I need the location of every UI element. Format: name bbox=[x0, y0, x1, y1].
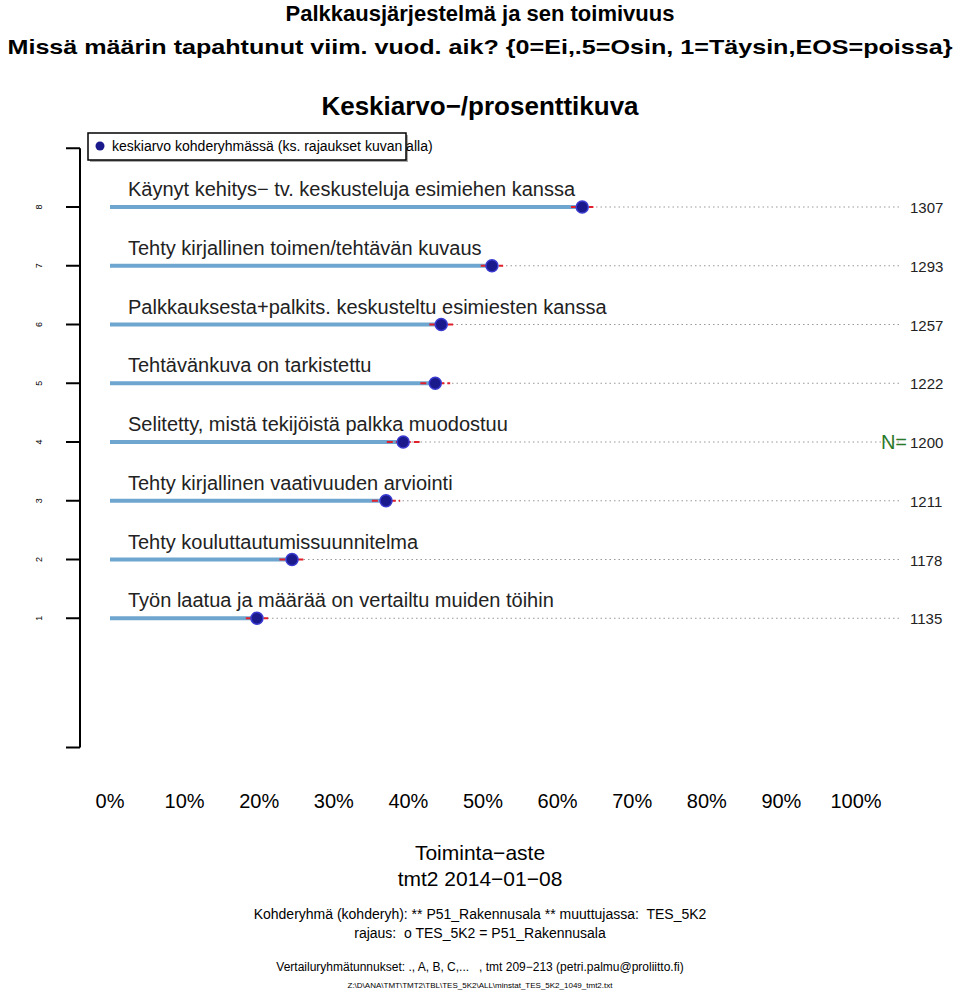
bar bbox=[110, 323, 441, 327]
date-label: tmt2 2014−01−08 bbox=[398, 867, 563, 890]
y-tick bbox=[66, 382, 80, 384]
bar bbox=[110, 499, 386, 503]
x-tick-label: 10% bbox=[165, 790, 205, 812]
mean-dot bbox=[435, 319, 447, 331]
y-tick bbox=[66, 265, 80, 267]
n-value: 1293 bbox=[910, 258, 943, 275]
marks bbox=[110, 201, 593, 624]
y-tick bbox=[66, 324, 80, 326]
mean-dot bbox=[397, 436, 409, 448]
y-tick-label: 3 bbox=[34, 498, 44, 503]
y-axis-line bbox=[79, 148, 81, 747]
legend-marker bbox=[96, 142, 105, 151]
x-tick-label: 60% bbox=[538, 790, 578, 812]
footnote: Vertailuryhmätunnukset: ., A, B, C,... ,… bbox=[276, 960, 683, 974]
y-tick bbox=[66, 441, 80, 443]
x-axis-label: Toiminta−aste bbox=[415, 841, 545, 864]
grid-line bbox=[110, 618, 900, 619]
n-value: 1178 bbox=[910, 552, 942, 569]
mean-dot bbox=[486, 260, 498, 272]
y-tick bbox=[66, 617, 80, 619]
footnote: Kohderyhmä (kohderyh): ** P51_Rakennusal… bbox=[254, 906, 707, 922]
x-tick-label: 30% bbox=[314, 790, 354, 812]
n-value: 1135 bbox=[910, 610, 942, 627]
n-value: 1222 bbox=[910, 375, 943, 392]
category-label: Tehty kirjallinen toimen/tehtävän kuvaus bbox=[128, 237, 482, 259]
n-value: 1257 bbox=[910, 317, 943, 334]
chart: Palkkausjärjestelmä ja sen toimivuus Miss… bbox=[0, 0, 960, 991]
y-tick-label: 2 bbox=[34, 557, 44, 562]
n-value: 1307 bbox=[910, 199, 943, 216]
bar bbox=[110, 264, 492, 268]
category-label: Tehty kouluttautumissuunnitelma bbox=[128, 531, 419, 553]
y-tick-label: 8 bbox=[34, 204, 44, 209]
category-label: Käynyt kehitys− tv. keskusteluja esimieh… bbox=[128, 178, 576, 200]
y-tick bbox=[66, 206, 80, 208]
y-tick-label: 4 bbox=[34, 439, 44, 444]
x-tick-label: 0% bbox=[96, 790, 125, 812]
y-axis-end bbox=[66, 747, 80, 749]
y-tick-label: 5 bbox=[34, 381, 44, 386]
x-tick-label: 90% bbox=[761, 790, 801, 812]
grid-line bbox=[110, 265, 900, 266]
footnote: Z:\D\ANA\TMT\TMT2\TBL\TES_5K2\ALL\minsta… bbox=[348, 981, 614, 990]
mean-dot bbox=[380, 495, 392, 507]
grid-line bbox=[110, 442, 900, 443]
mean-dot bbox=[251, 612, 263, 624]
legend: keskiarvo kohderyhmässä (ks. rajaukset k… bbox=[88, 133, 433, 162]
bar bbox=[110, 616, 257, 620]
subtitle: Missä määrin tapahtunut viim. vuod. aik?… bbox=[8, 35, 953, 58]
grid-line bbox=[110, 383, 900, 384]
y-tick-label: 7 bbox=[34, 263, 44, 268]
category-label: Palkkauksesta+palkits. keskusteltu esimi… bbox=[128, 296, 607, 318]
n-value: 1211 bbox=[910, 493, 942, 510]
category-label: Tehtävänkuva on tarkistettu bbox=[128, 354, 371, 376]
category-label: Selitetty, mistä tekijöistä palkka muodo… bbox=[128, 413, 508, 435]
x-tick-label: 50% bbox=[463, 790, 503, 812]
bar bbox=[110, 205, 582, 209]
x-tick-label: 100% bbox=[830, 790, 881, 812]
footnote: rajaus: o TES_5K2 = P51_Rakennusala bbox=[354, 925, 606, 941]
mean-dot bbox=[429, 377, 441, 389]
y-tick bbox=[66, 559, 80, 561]
x-tick-label: 80% bbox=[687, 790, 727, 812]
heading: Keskiarvo−/prosenttikuva bbox=[321, 91, 639, 121]
x-tick-label: 70% bbox=[612, 790, 652, 812]
bar bbox=[110, 440, 403, 444]
legend-label: keskiarvo kohderyhmässä (ks. rajaukset k… bbox=[112, 138, 433, 154]
bar bbox=[110, 558, 292, 562]
grid-line bbox=[110, 207, 900, 208]
y-tick bbox=[66, 500, 80, 502]
n-label: N= bbox=[881, 431, 907, 453]
mean-dot bbox=[286, 554, 298, 566]
x-tick-label: 40% bbox=[388, 790, 428, 812]
grid-line bbox=[110, 500, 900, 501]
x-tick-label: 20% bbox=[239, 790, 279, 812]
mean-dot bbox=[576, 201, 588, 213]
y-tick-label: 1 bbox=[34, 616, 44, 621]
category-label: Tehty kirjallinen vaativuuden arviointi bbox=[128, 472, 453, 494]
bar bbox=[110, 381, 435, 385]
category-label: Työn laatua ja määrää on vertailtu muide… bbox=[128, 589, 554, 611]
grid-line bbox=[110, 324, 900, 325]
title: Palkkausjärjestelmä ja sen toimivuus bbox=[286, 1, 675, 26]
y-tick-label: 6 bbox=[34, 322, 44, 327]
n-value: 1200 bbox=[910, 434, 943, 451]
grid-line bbox=[110, 559, 900, 560]
y-axis-end bbox=[66, 147, 80, 149]
